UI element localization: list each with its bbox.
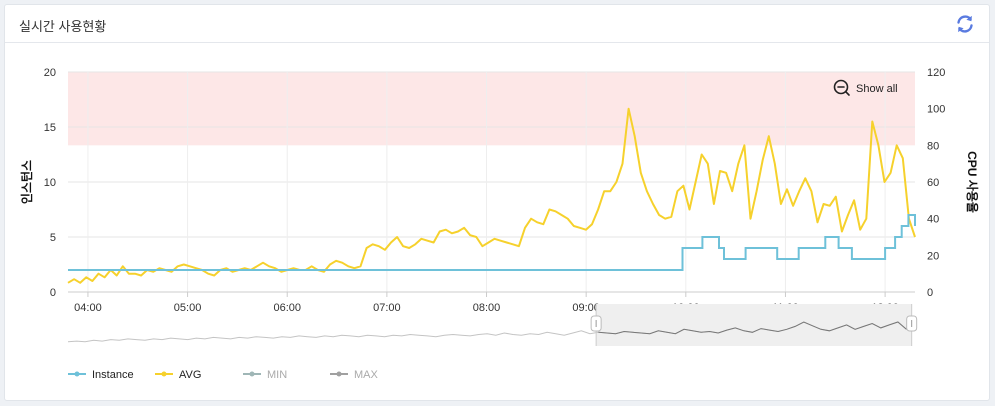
navigator-selection[interactable] [596,304,912,346]
legend-marker [74,371,80,377]
y-tick-left: 10 [44,177,56,189]
legend-label: Instance [92,369,134,381]
legend-marker [161,371,167,377]
y-tick-left: 20 [44,67,56,79]
y-tick-right: 80 [927,140,939,152]
panel-header: 실시간 사용현황 [5,5,989,43]
panel-title: 실시간 사용현황 [19,19,107,34]
threshold-band [68,72,915,146]
x-tick-label: 08:00 [473,302,501,314]
legend-item-avg[interactable]: AVG [155,369,201,381]
legend-item-instance[interactable]: Instance [68,369,134,381]
x-tick-label: 04:00 [74,302,102,314]
x-tick-label: 09:00 [572,302,600,314]
legend-marker [336,371,342,377]
zoom-out-icon [833,79,849,95]
y-tick-right: 0 [927,287,933,299]
x-tick-label: 05:00 [174,302,202,314]
y-tick-left: 15 [44,122,56,134]
legend-label: MIN [267,369,287,381]
y-tick-right: 120 [927,67,945,79]
y-tick-right: 100 [927,104,945,116]
y-axis-title-right: CPU 사용율 [965,151,980,213]
navigator-series-selected [598,321,907,335]
y-tick-left: 5 [50,232,56,244]
x-tick-label: 07:00 [373,302,401,314]
legend-item-max[interactable]: MAX [330,369,379,381]
legend-marker [249,371,255,377]
y-axis-title-left: 인스턴스 [19,160,34,204]
series-instance-line [68,214,916,271]
y-tick-right: 20 [927,250,939,262]
legend-label: AVG [179,369,201,381]
series-avg-line [67,107,916,284]
show-all-label: Show all [856,83,898,95]
legend-label: MAX [354,369,379,381]
y-tick-right: 60 [927,177,939,189]
legend-item-min[interactable]: MIN [243,369,287,381]
zoom-out-icon-stroke [837,86,850,96]
y-tick-right: 40 [927,214,939,226]
refresh-icon[interactable] [955,14,975,34]
y-tick-left: 0 [50,287,56,299]
show-all-button[interactable]: Show all [833,79,898,96]
x-tick-label: 06:00 [273,302,301,314]
